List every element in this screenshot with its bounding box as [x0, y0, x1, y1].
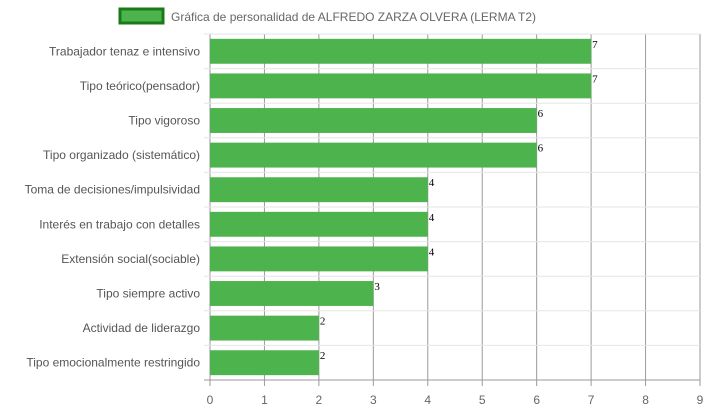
- category-label: Tipo teórico(pensador): [80, 79, 200, 93]
- x-axis-tick-labels: 0 1 2 3 4 5 6 7 8 9: [207, 393, 704, 407]
- bar-value-labels: 7 7 6 6 4 4 4 3 2 2: [320, 39, 598, 362]
- bar-value-label: 7: [592, 73, 598, 85]
- bar[interactable]: [210, 108, 537, 133]
- bar-value-label: 6: [538, 108, 544, 120]
- bar-value-label: 3: [374, 281, 380, 293]
- category-label: Interés en trabajo con detalles: [39, 217, 200, 231]
- bar[interactable]: [210, 142, 537, 168]
- category-label: Toma de decisiones/impulsividad: [25, 183, 200, 197]
- category-label: Tipo siempre activo: [96, 287, 200, 301]
- category-label: Extensión social(sociable): [61, 252, 200, 266]
- bar[interactable]: [210, 350, 319, 376]
- bar-value-label: 4: [429, 212, 435, 224]
- bar-value-label: 2: [320, 350, 326, 362]
- bar-value-label: 4: [429, 177, 435, 189]
- x-tick-label: 7: [588, 393, 595, 407]
- bar-value-label: 7: [592, 39, 598, 51]
- x-tick-label: 3: [370, 393, 377, 407]
- bar[interactable]: [210, 281, 374, 306]
- x-tick-label: 2: [316, 393, 323, 407]
- bar[interactable]: [210, 246, 428, 272]
- category-label: Tipo organizado (sistemático): [43, 148, 200, 162]
- x-tick-label: 8: [642, 393, 649, 407]
- bar-value-label: 4: [429, 246, 435, 258]
- bar[interactable]: [210, 38, 592, 64]
- x-tick-label: 6: [533, 393, 540, 407]
- category-label: Tipo vigoroso: [128, 114, 200, 128]
- x-tick-label: 1: [261, 393, 268, 407]
- bar[interactable]: [210, 177, 428, 203]
- x-tick-label: 0: [207, 393, 214, 407]
- bar[interactable]: [210, 211, 428, 237]
- bar-value-label: 6: [538, 143, 544, 155]
- category-label: Trabajador tenaz e intensivo: [49, 44, 200, 58]
- category-label: Tipo emocionalmente restringido: [26, 356, 200, 370]
- x-tick-label: 9: [697, 393, 704, 407]
- category-label: Actividad de liderazgo: [83, 321, 201, 335]
- chart-bars: [210, 38, 592, 376]
- x-tick-label: 5: [479, 393, 486, 407]
- x-tick-label: 4: [424, 393, 431, 407]
- category-labels: Trabajador tenaz e intensivo Tipo teórico…: [25, 44, 201, 369]
- bar-value-label: 2: [320, 316, 326, 328]
- legend-label: Gráfica de personalidad de ALFREDO ZARZA…: [171, 10, 536, 24]
- bar[interactable]: [210, 315, 319, 341]
- chart-legend[interactable]: Gráfica de personalidad de ALFREDO ZARZA…: [118, 7, 536, 25]
- legend-swatch: [118, 7, 165, 25]
- bar[interactable]: [210, 73, 592, 99]
